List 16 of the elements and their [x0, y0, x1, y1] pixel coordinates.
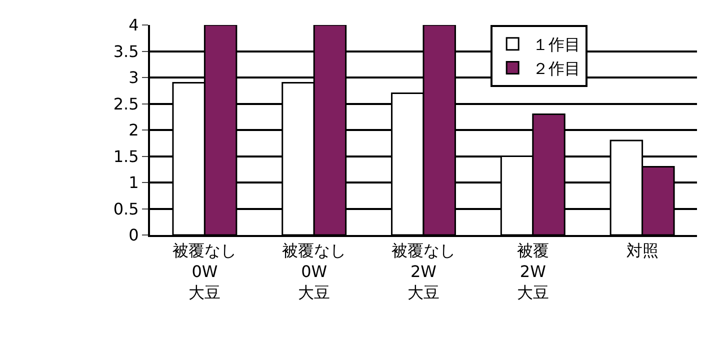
x-tick-label: 被覆なし 0W 大豆	[282, 241, 346, 302]
y-tick-label: 0.5	[113, 199, 139, 218]
y-tick-label: 3	[128, 68, 139, 88]
x-tick-label: 被覆なし 2W 大豆	[392, 241, 456, 302]
y-tick-label: 2.5	[113, 94, 139, 114]
y-tick-label: 4	[128, 16, 139, 35]
y-tick-label: 1.5	[113, 146, 139, 166]
x-tick-label: 被覆なし 0W 大豆	[172, 241, 237, 302]
legend-label: １作目	[532, 35, 581, 54]
y-tick-label: 2	[128, 120, 139, 140]
y-tick-label: 0	[128, 226, 139, 245]
y-tick-label: 3.5	[113, 42, 139, 61]
x-tick-label: 対照	[626, 241, 658, 260]
legend-label: ２作目	[532, 58, 581, 78]
x-tick-label: 被覆 2W 大豆	[516, 241, 549, 302]
y-tick-label: 1	[128, 173, 139, 192]
